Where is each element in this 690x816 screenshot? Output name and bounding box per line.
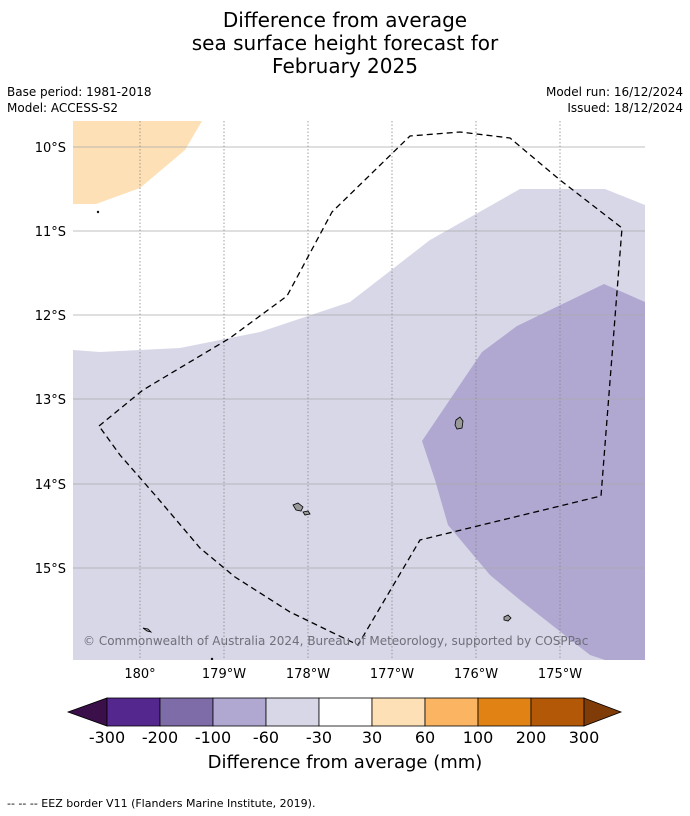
- cbar-tick-100: 100: [463, 728, 494, 747]
- colorbar-extend-low: [66, 697, 108, 727]
- colorbar-label: Difference from average (mm): [207, 752, 483, 773]
- islet-north: [96, 210, 100, 214]
- map-panel: © Commonwealth of Australia 2024, Bureau…: [73, 121, 645, 660]
- colorbar-extend-high: [583, 697, 623, 727]
- lat-label-10s: 10°S: [35, 141, 66, 156]
- colorbar-bin-9: [530, 697, 585, 727]
- title-line-2: sea surface height forecast for: [191, 31, 499, 55]
- cbar-tick-neg300: -300: [89, 728, 125, 747]
- lat-tick-labels: 10°S 11°S 12°S 13°S 14°S 15°S: [35, 141, 66, 577]
- lat-label-15s: 15°S: [35, 562, 66, 577]
- lon-label-175w: 175°W: [538, 667, 582, 682]
- copyright-notice: © Commonwealth of Australia 2024, Bureau…: [83, 634, 588, 648]
- meta-right: Model run: 16/12/2024 Issued: 18/12/2024: [546, 84, 683, 116]
- island-futuna: [302, 510, 311, 516]
- cbar-tick-neg200: -200: [142, 728, 178, 747]
- island-south-east: [503, 614, 512, 622]
- anomaly-region-pos30-pos60: [73, 121, 202, 204]
- eez-legend-note: -- -- -- EEZ border V11 (Flanders Marine…: [7, 797, 316, 810]
- island-south-west: [142, 627, 153, 633]
- island-wallis: [292, 502, 304, 512]
- map-title: Difference from average sea surface heig…: [0, 9, 690, 78]
- colorbar: [66, 697, 623, 727]
- title-line-3: February 2025: [272, 54, 418, 78]
- title-line-1: Difference from average: [222, 8, 468, 32]
- lon-gridlines: [139, 121, 561, 660]
- colorbar-bin-6: [371, 697, 426, 727]
- colorbar-bin-7: [424, 697, 479, 727]
- base-period: Base period: 1981-2018: [7, 85, 152, 99]
- cbar-tick-neg30: -30: [306, 728, 332, 747]
- lon-label-179w: 179°W: [202, 667, 246, 682]
- model-name: Model: ACCESS-S2: [7, 101, 119, 115]
- islet-bottom: [210, 657, 214, 660]
- cbar-tick-30: 30: [362, 728, 382, 747]
- colorbar-bin-3: [212, 697, 267, 727]
- colorbar-bin-8: [477, 697, 532, 727]
- colorbar-bin-4: [265, 697, 320, 727]
- anomaly-region-neg60-neg100: [422, 284, 645, 660]
- colorbar-bin-1: [106, 697, 161, 727]
- lon-label-178w: 178°W: [286, 667, 330, 682]
- land-islands: [96, 210, 512, 660]
- cbar-tick-300: 300: [569, 728, 600, 747]
- lat-label-11s: 11°S: [35, 225, 66, 240]
- island-niuafoou: [454, 416, 464, 430]
- colorbar-bin-5: [318, 697, 373, 727]
- lon-tick-labels: 180° 179°W 178°W 177°W 176°W 175°W: [124, 667, 582, 682]
- lat-label-13s: 13°S: [35, 393, 66, 408]
- colorbar-bin-2: [159, 697, 214, 727]
- lat-label-14s: 14°S: [35, 478, 66, 493]
- issued-date: Issued: 18/12/2024: [567, 101, 683, 115]
- lat-label-12s: 12°S: [35, 309, 66, 324]
- cbar-tick-neg100: -100: [195, 728, 231, 747]
- eez-border: [98, 131, 623, 646]
- cbar-tick-200: 200: [516, 728, 547, 747]
- colorbar-tick-labels: -300 -200 -100 -60 -30 30 60 100 200 300: [89, 728, 599, 747]
- lon-label-177w: 177°W: [370, 667, 414, 682]
- lon-label-180: 180°: [124, 667, 155, 682]
- cbar-tick-neg60: -60: [253, 728, 279, 747]
- meta-left: Base period: 1981-2018 Model: ACCESS-S2: [7, 84, 152, 116]
- lat-gridlines: [73, 146, 645, 569]
- model-run: Model run: 16/12/2024: [545, 85, 683, 99]
- cbar-tick-60: 60: [415, 728, 435, 747]
- lon-label-176w: 176°W: [454, 667, 498, 682]
